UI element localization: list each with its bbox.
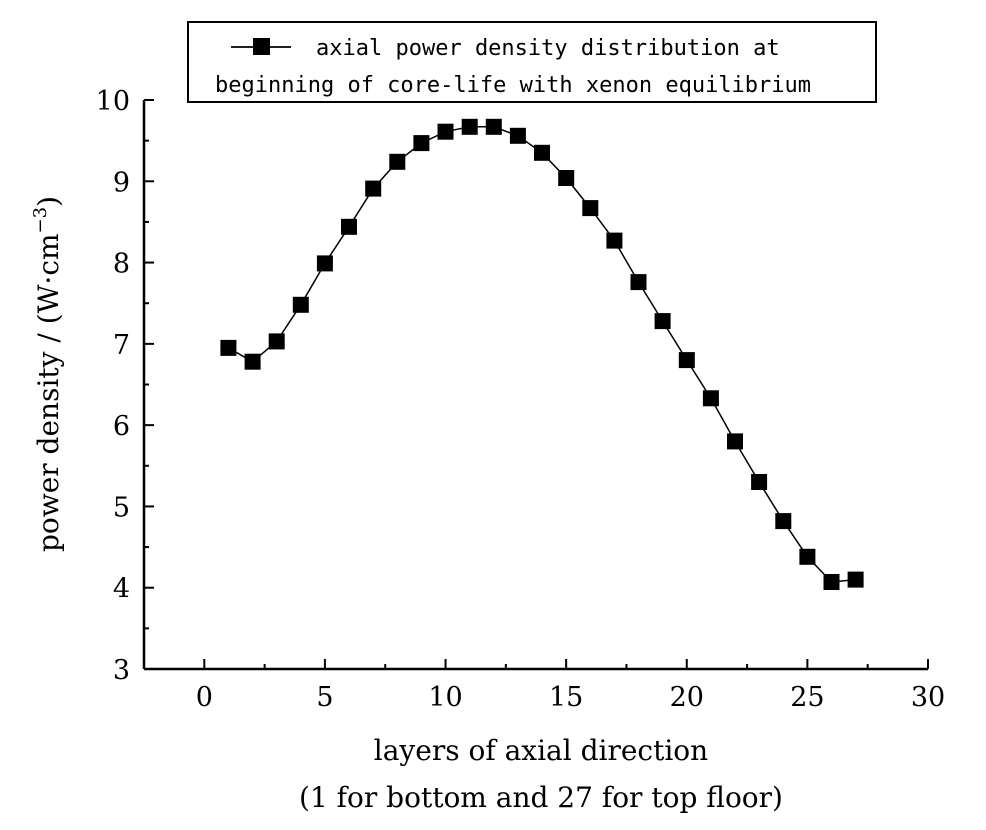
legend-frame (187, 21, 877, 103)
y-tick-label: 7 (113, 330, 130, 361)
y-tick-label: 6 (113, 411, 130, 442)
data-point-marker (582, 200, 599, 217)
legend-text-line-2: beginning of core-life with xenon equili… (215, 73, 811, 98)
data-point-marker (775, 513, 792, 530)
y-tick-label: 4 (113, 574, 130, 605)
data-point-marker (365, 180, 382, 197)
y-tick-label: 10 (96, 86, 130, 117)
series-markers (220, 118, 864, 590)
y-tick-label: 3 (113, 655, 130, 686)
data-point-marker (534, 144, 550, 161)
x-tick-label: 0 (196, 682, 213, 713)
data-point-marker (341, 218, 357, 235)
data-point-marker (268, 333, 285, 350)
y-axis-title-prefix: power density / (W·cm (32, 233, 65, 552)
data-point-marker (823, 574, 840, 590)
x-tick-label: 15 (549, 682, 583, 713)
data-point-marker (244, 353, 261, 370)
data-point-marker (751, 474, 768, 490)
data-point-marker (292, 296, 309, 313)
x-axis-title: layers of axial direction (374, 734, 708, 767)
data-point-marker (509, 127, 526, 144)
data-point-marker (220, 339, 237, 356)
legend-text-line-1: axial power density distribution at (316, 36, 780, 61)
legend-marker-sample (253, 38, 270, 55)
data-point-marker (678, 352, 695, 369)
x-axis-subtitle: (1 for bottom and 27 for top floor) (299, 781, 783, 814)
data-point-marker (606, 232, 623, 249)
y-tick-label: 8 (113, 249, 130, 280)
y-axis-ticks (144, 99, 154, 670)
data-point-marker (437, 123, 454, 140)
data-point-marker (485, 118, 502, 135)
data-point-marker (702, 390, 719, 407)
data-point-marker (461, 118, 478, 135)
y-tick-label: 5 (113, 492, 130, 523)
x-tick-label: 30 (911, 682, 945, 713)
y-tick-label: 9 (113, 167, 130, 198)
data-point-marker (727, 433, 743, 450)
x-tick-label: 25 (790, 682, 824, 713)
x-tick-label: 20 (670, 682, 704, 713)
data-point-marker (389, 153, 406, 170)
x-axis-tick-labels: 0 5 10 15 20 25 30 (196, 682, 945, 713)
data-point-marker (847, 571, 864, 588)
data-point-marker (316, 255, 333, 272)
data-point-marker (630, 274, 647, 291)
y-axis-title: power density / (W·cm−3) (30, 196, 65, 552)
x-tick-label: 10 (428, 682, 462, 713)
data-point-marker (558, 170, 575, 186)
x-tick-label: 5 (316, 682, 333, 713)
y-axis-title-superscript: −3 (30, 207, 51, 234)
y-axis-title-suffix: ) (32, 196, 65, 207)
data-point-marker (799, 548, 816, 565)
data-point-marker (413, 135, 430, 152)
data-point-marker (654, 313, 671, 330)
y-axis-tick-labels: 3 4 5 6 7 8 9 10 (96, 86, 130, 686)
legend-box: axial power density distribution at begi… (187, 21, 877, 103)
